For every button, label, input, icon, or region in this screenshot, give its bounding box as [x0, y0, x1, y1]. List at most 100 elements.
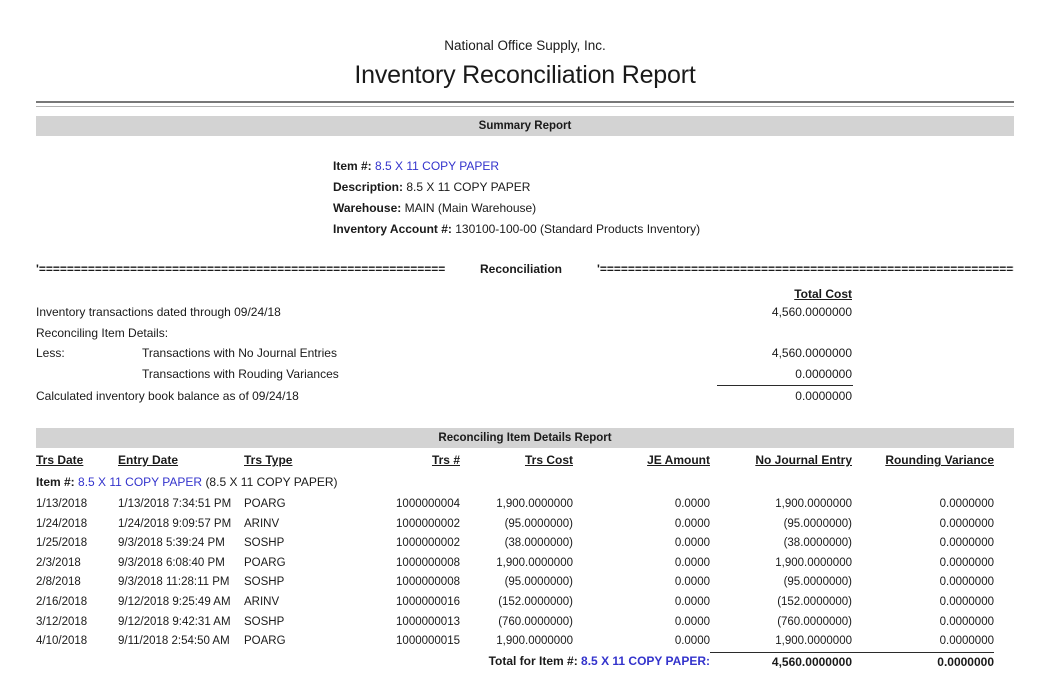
item-line-link[interactable]: 8.5 X 11 COPY PAPER	[78, 475, 203, 489]
table-cell: (38.0000000)	[783, 537, 852, 550]
table-cell: SOSHP	[244, 576, 285, 589]
table-cell: POARG	[244, 498, 286, 510]
field-value: MAIN (Main Warehouse)	[404, 201, 537, 215]
recon-row-value: 4,560.0000000	[771, 305, 852, 319]
table-cell: (95.0000000)	[504, 576, 573, 589]
field-value: 8.5 X 11 COPY PAPER	[406, 180, 531, 194]
total-cost-header-row: Total Cost	[36, 287, 852, 302]
table-cell: 0.0000000	[939, 595, 994, 608]
recon-row-value: 0.0000000	[795, 389, 852, 403]
details-rows: 1/13/2018 1/13/2018 7:34:51 PM POARG 100000…	[36, 495, 1014, 652]
item-line-suffix: (8.5 X 11 COPY PAPER)	[205, 475, 338, 489]
table-cell: 0.0000000	[939, 576, 994, 589]
total-no-journal-entry: 4,560.0000000	[710, 651, 852, 673]
table-cell: 1000000002	[396, 537, 460, 550]
table-cell: 2/16/2018	[36, 595, 88, 608]
column-header-trs-number: Trs #	[431, 453, 460, 467]
table-cell: 1,900.0000000	[775, 556, 852, 569]
table-cell: 9/12/2018 9:42:31 AM	[118, 615, 231, 628]
table-cell: 3/12/2018	[36, 615, 88, 628]
table-cell: 1/24/2018	[36, 517, 88, 530]
field-value: 130100-100-00 (Standard Products Invento…	[455, 222, 701, 236]
summary-field-item: Item #: 8.5 X 11 COPY PAPER	[333, 156, 1014, 177]
table-cell: 0.0000	[674, 556, 710, 569]
table-cell: 9/3/2018 5:39:24 PM	[118, 537, 225, 550]
table-cell: 9/11/2018 2:54:50 AM	[118, 635, 230, 648]
recon-row-no-journal: Less: Transactions with No Journal Entrie…	[36, 343, 852, 364]
item-line-label: Item #:	[36, 475, 75, 489]
field-label: Warehouse:	[333, 201, 402, 215]
table-row: 2/3/2018 9/3/2018 6:08:40 PM POARG 10000000…	[36, 554, 994, 574]
table-cell: 0.0000000	[939, 537, 994, 550]
summary-field-warehouse: Warehouse: MAIN (Main Warehouse)	[333, 198, 1014, 219]
column-header-trs-date: Trs Date	[36, 453, 84, 467]
table-cell: 1/24/2018 9:09:57 PM	[118, 517, 232, 530]
table-cell: 0.0000	[674, 615, 710, 628]
table-cell: 1000000016	[396, 595, 460, 608]
field-label: Inventory Account #:	[333, 222, 452, 236]
table-row: 4/10/2018 9/11/2018 2:54:50 AM POARG 100000…	[36, 632, 994, 652]
field-label: Item #:	[333, 159, 372, 173]
table-cell: 0.0000000	[939, 615, 994, 628]
header-divider	[36, 101, 1014, 107]
total-rounding-variance: 0.0000000	[852, 651, 994, 673]
table-cell: 1/13/2018	[36, 498, 88, 510]
table-row: 2/8/2018 9/3/2018 11:28:11 PM SOSHP 1000000…	[36, 573, 994, 593]
table-cell: 1000000004	[396, 498, 460, 510]
table-row: 3/12/2018 9/12/2018 9:42:31 AM SOSHP 100000…	[36, 613, 994, 633]
total-cost-header: Total Cost	[794, 287, 852, 301]
details-item-line: Item #: 8.5 X 11 COPY PAPER (8.5 X 11 CO…	[36, 472, 1014, 492]
column-header-trs-cost: Trs Cost	[524, 453, 573, 467]
table-cell: 0.0000	[674, 595, 710, 608]
less-prefix: Less:	[36, 346, 65, 360]
column-header-no-journal-entry: No Journal Entry	[755, 453, 852, 467]
table-cell: 0.0000	[674, 576, 710, 589]
table-cell: 9/3/2018 6:08:40 PM	[118, 556, 225, 569]
table-cell: 0.0000000	[939, 635, 994, 648]
summary-item-block: Item #: 8.5 X 11 COPY PAPER Description:…	[333, 156, 1014, 240]
table-cell: 0.0000000	[939, 556, 994, 569]
reconciliation-rule-row: '=======================================…	[36, 262, 1014, 276]
table-cell: (38.0000000)	[504, 537, 573, 550]
table-cell: 1,900.0000000	[775, 498, 852, 510]
total-item-link[interactable]: 8.5 X 11 COPY PAPER:	[581, 653, 710, 668]
table-cell: (760.0000000)	[777, 615, 852, 628]
table-cell: POARG	[244, 635, 286, 648]
company-name: National Office Supply, Inc.	[444, 38, 606, 53]
table-cell: 4/10/2018	[36, 635, 88, 648]
column-header-rounding-variance: Rounding Variance	[885, 453, 994, 467]
table-cell: 1000000002	[396, 517, 460, 530]
reconciliation-heading: Reconciliation	[479, 262, 562, 276]
table-cell: (760.0000000)	[498, 615, 573, 628]
field-label: Description:	[333, 180, 404, 194]
details-section-bar: Reconciling Item Details Report	[36, 428, 1014, 448]
column-header-je-amount: JE Amount	[647, 453, 710, 467]
table-cell: 1/13/2018 7:34:51 PM	[118, 498, 232, 510]
recon-row-value: 0.0000000	[795, 366, 852, 381]
recon-row-label: Calculated inventory book balance as of …	[36, 389, 299, 403]
table-cell: 1000000015	[396, 635, 460, 648]
total-label-cell: Total for Item #: 8.5 X 11 COPY PAPER:	[36, 652, 710, 673]
item-number-link[interactable]: 8.5 X 11 COPY PAPER	[375, 159, 500, 173]
column-header-entry-date: Entry Date	[118, 453, 179, 467]
table-cell: 1,900.0000000	[496, 556, 573, 569]
recon-row-rounding-variance: Transactions with Rouding Variances 0.00…	[36, 364, 852, 385]
recon-row-reconciling-details: Reconciling Item Details:	[36, 323, 852, 344]
table-cell: (152.0000000)	[498, 595, 573, 608]
table-cell: 1,900.0000000	[775, 635, 852, 648]
details-total-row: Total for Item #: 8.5 X 11 COPY PAPER: 4…	[36, 651, 994, 673]
table-cell: ARINV	[244, 595, 280, 608]
table-cell: 0.0000	[674, 498, 710, 510]
table-cell: 1,900.0000000	[496, 635, 573, 648]
table-cell: (152.0000000)	[777, 595, 852, 608]
table-row: 1/24/2018 1/24/2018 9:09:57 PM ARINV 100000…	[36, 515, 994, 535]
table-row: 2/16/2018 9/12/2018 9:25:49 AM ARINV 100000…	[36, 593, 994, 613]
recon-row-label: Less: Transactions with No Journal Entrie…	[36, 343, 772, 364]
table-row: 1/13/2018 1/13/2018 7:34:51 PM POARG 100000…	[36, 495, 994, 515]
table-cell: POARG	[244, 556, 286, 569]
summary-field-description: Description: 8.5 X 11 COPY PAPER	[333, 177, 1014, 198]
table-cell: SOSHP	[244, 615, 285, 628]
table-cell: (95.0000000)	[783, 576, 852, 589]
table-cell: 1000000008	[396, 556, 460, 569]
